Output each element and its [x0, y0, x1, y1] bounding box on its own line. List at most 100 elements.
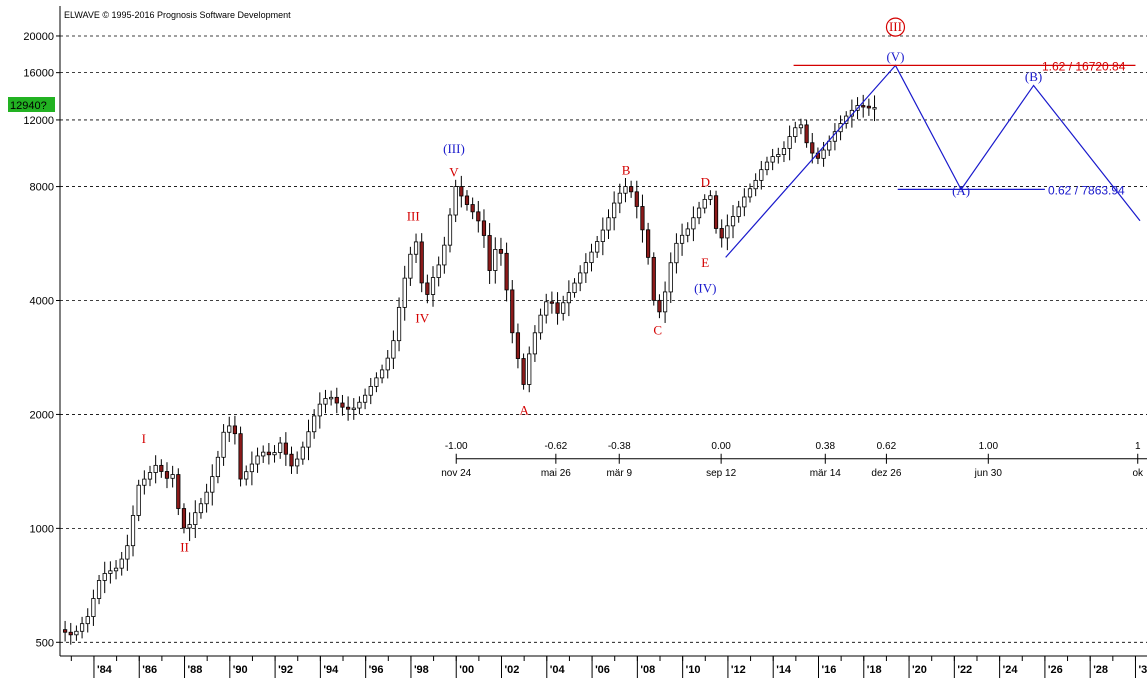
- candle-body: [668, 262, 673, 293]
- candle-body: [153, 464, 158, 473]
- candle-body: [747, 188, 753, 198]
- y-tick-label: 4000: [30, 296, 54, 308]
- wave-label: IV: [415, 310, 429, 325]
- candle-body: [657, 299, 662, 313]
- copyright-text: ELWAVE © 1995-2016 Prognosis Software De…: [64, 10, 291, 20]
- candle-body: [532, 332, 538, 355]
- fib-levels: 1.62 / 16720.84 0.62 / 7863.94: [793, 59, 1136, 197]
- candle-body: [408, 253, 413, 279]
- x-tick-label: '30: [1138, 664, 1147, 676]
- candle-body: [589, 251, 594, 264]
- candle-body: [504, 252, 509, 291]
- candle-body: [583, 262, 588, 274]
- time-date-label: sep 12: [706, 468, 736, 479]
- candle-body: [425, 282, 430, 295]
- candle-body: [413, 241, 419, 255]
- candle-body: [827, 140, 832, 151]
- x-tick-label: '26: [1048, 664, 1063, 676]
- x-tick-label: '02: [505, 664, 520, 676]
- candle-body: [662, 291, 668, 313]
- wave-label: III: [889, 19, 902, 34]
- y-axis: 500 1000 2000 4000 8000 12000 16000 20000: [23, 6, 61, 656]
- time-ratio-label: 0.62: [877, 441, 897, 452]
- time-ratio-label: -1.00: [445, 441, 468, 452]
- wave-label: (V): [886, 49, 904, 64]
- x-tick-label: '88: [188, 664, 203, 676]
- candle-body: [861, 105, 866, 108]
- candle-body: [351, 407, 356, 410]
- time-ratio-label: -0.38: [608, 441, 631, 452]
- wave-label: A: [519, 402, 529, 417]
- x-tick-label: '08: [640, 664, 655, 676]
- candle-body: [600, 229, 605, 242]
- candle-body: [170, 474, 175, 479]
- candle-body: [453, 186, 458, 216]
- candle-body: [798, 124, 804, 129]
- candle-body: [74, 630, 79, 636]
- candle-body: [781, 148, 787, 155]
- time-date-label: ok: [1132, 468, 1144, 479]
- x-tick-label: '22: [957, 664, 972, 676]
- x-tick-label: '28: [1093, 664, 1108, 676]
- x-tick-label: '84: [97, 664, 113, 676]
- candle-body: [334, 396, 339, 404]
- last-price-tag: 12940?: [8, 97, 55, 112]
- candle-body: [725, 225, 730, 239]
- last-price-value: 12940?: [10, 100, 47, 112]
- wave-label: D: [701, 175, 710, 190]
- candle-body: [113, 567, 119, 572]
- time-date-label: jun 30: [974, 468, 1003, 479]
- y-tick-label: 16000: [23, 68, 54, 80]
- x-tick-label: '86: [142, 664, 157, 676]
- y-tick-label: 20000: [23, 31, 54, 43]
- candle-body: [272, 452, 277, 456]
- time-date-label: nov 24: [441, 468, 471, 479]
- time-date-label: mai 26: [541, 468, 571, 479]
- time-date-label: dez 26: [871, 468, 901, 479]
- candle-body: [538, 314, 543, 334]
- candle-body: [617, 192, 622, 204]
- candle-body: [357, 401, 362, 409]
- candle-body: [476, 211, 481, 222]
- candle-body: [391, 340, 396, 359]
- candle-body: [232, 425, 238, 435]
- candle-body: [193, 512, 198, 525]
- candle-body: [329, 396, 334, 400]
- candle-body: [527, 353, 532, 385]
- candle-body: [91, 598, 96, 617]
- x-tick-label: '96: [369, 664, 384, 676]
- candle-body: [804, 124, 809, 144]
- candle-body: [289, 453, 294, 467]
- candle-body: [629, 186, 634, 193]
- candle-body: [96, 580, 102, 599]
- candle-body: [125, 545, 130, 560]
- candle-body: [764, 161, 770, 171]
- candle-body: [713, 195, 719, 229]
- candle-body: [136, 484, 141, 516]
- candle-body: [606, 217, 611, 231]
- x-tick-label: '94: [323, 664, 339, 676]
- fib-level-label: 0.62 / 7863.94: [1048, 183, 1125, 197]
- candle-body: [312, 415, 317, 433]
- candle-body: [306, 431, 311, 448]
- candle-body: [204, 491, 209, 505]
- candle-body: [702, 198, 707, 209]
- y-tick-label: 500: [36, 637, 54, 649]
- candle-body: [85, 616, 90, 625]
- candle-body: [810, 142, 815, 154]
- candle-body: [493, 249, 498, 271]
- candle-body: [481, 220, 487, 236]
- time-ratio-label: 0.00: [711, 441, 731, 452]
- wave-label: (III): [443, 141, 465, 156]
- x-tick-label: '20: [912, 664, 927, 676]
- wave-circle: [885, 17, 906, 37]
- y-tick-label: 8000: [30, 182, 54, 194]
- candle-body: [181, 508, 187, 529]
- candle-body: [368, 385, 373, 396]
- wave-label: E: [701, 255, 709, 270]
- time-ratio-label: 0.38: [816, 441, 836, 452]
- x-tick-label: '92: [278, 664, 293, 676]
- candle-body: [640, 206, 645, 231]
- candle-body: [346, 406, 351, 410]
